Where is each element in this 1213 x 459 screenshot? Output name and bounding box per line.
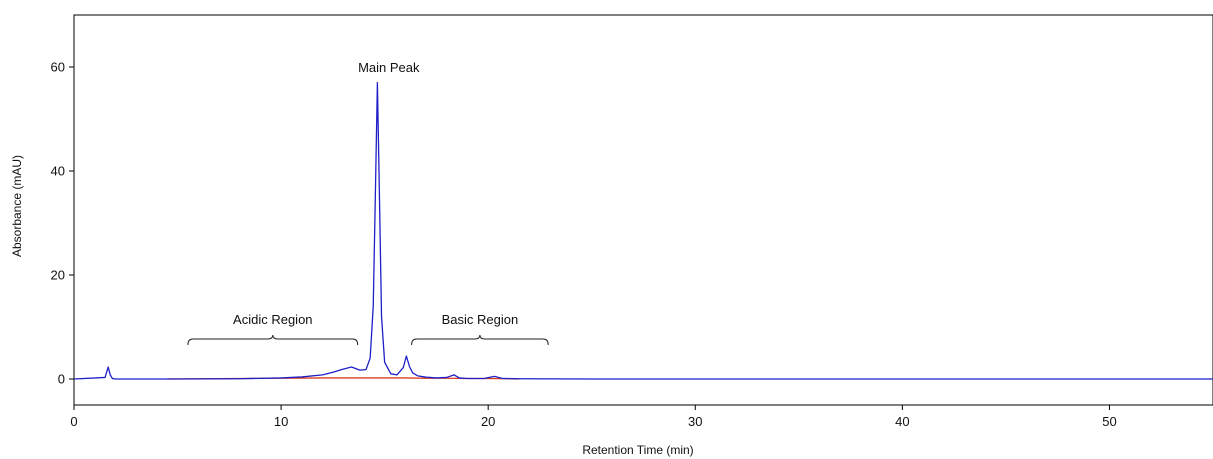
plot-frame-group [73, 14, 1213, 406]
x-tick-label: 30 [688, 414, 702, 429]
y-tick-label: 40 [51, 164, 65, 179]
region-brace [411, 334, 549, 345]
region-brace [187, 334, 359, 345]
y-tick-label: 0 [58, 372, 65, 387]
y-tick-label: 20 [51, 268, 65, 283]
x-tick-label: 50 [1102, 414, 1116, 429]
peak-label: Main Peak [358, 60, 420, 75]
y-tick-label: 60 [51, 60, 65, 75]
plot-frame [73, 14, 1213, 406]
x-axis-title: Retention Time (min) [582, 443, 693, 457]
x-tick-label: 40 [895, 414, 909, 429]
y-axis: 0 20 40 60 [51, 60, 74, 387]
x-tick-label: 10 [274, 414, 288, 429]
x-tick-label: 0 [70, 414, 77, 429]
x-axis: 0 10 20 30 40 50 [70, 405, 1117, 429]
series-line-1 [73, 81, 1213, 380]
y-axis-title: Absorbance (mAU) [10, 155, 24, 257]
region-label: Acidic Region [233, 312, 313, 327]
annotation-layer: Main Peak Acidic Region Basic Region [187, 60, 549, 345]
series-layer [73, 81, 1213, 380]
x-tick-label: 20 [481, 414, 495, 429]
region-label: Basic Region [442, 312, 519, 327]
